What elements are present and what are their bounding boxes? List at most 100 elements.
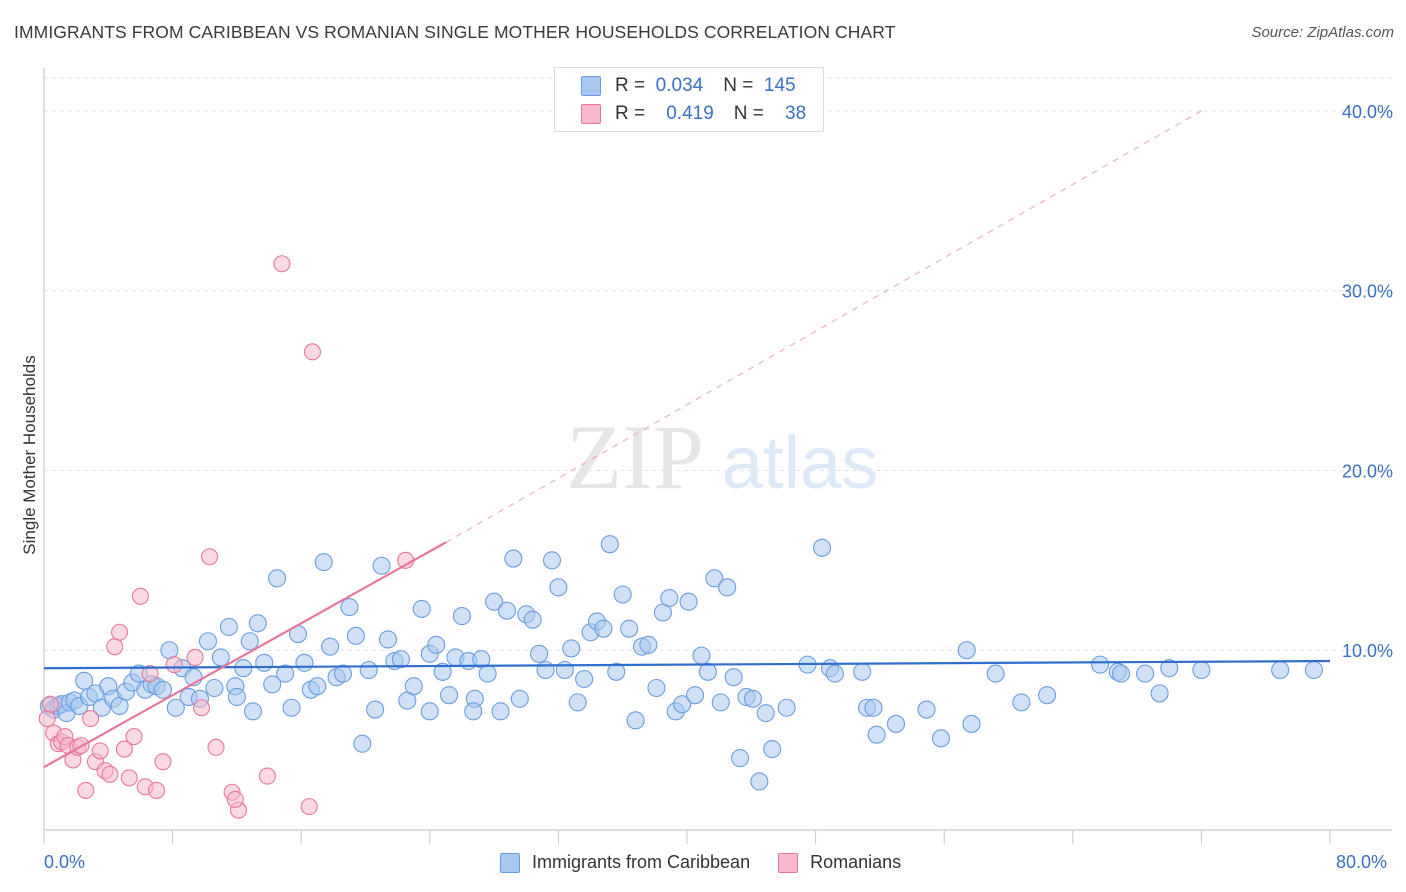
r-value: 0.034: [655, 75, 704, 96]
caribbean-point: [359, 660, 378, 680]
romanian-point: [273, 255, 291, 273]
romanian-point: [300, 798, 318, 816]
caribbean-point: [198, 632, 218, 651]
caribbean-point: [750, 772, 769, 791]
caribbean-point: [718, 578, 737, 597]
caribbean-point: [504, 549, 523, 568]
watermark-zip: ZIP: [566, 406, 704, 508]
caribbean-point: [240, 632, 259, 651]
caribbean-trend-line: [43, 659, 1331, 670]
romanian-point: [186, 648, 204, 666]
legend-item-romanians[interactable]: Romanians: [778, 852, 901, 873]
caribbean-point: [353, 734, 372, 753]
caribbean-point: [555, 660, 574, 680]
n-value: 38: [785, 103, 807, 124]
caribbean-point: [276, 664, 295, 683]
caribbean-point: [812, 538, 832, 557]
romanian-point: [192, 699, 211, 717]
caribbean-point: [404, 677, 423, 696]
caribbean-point: [295, 653, 314, 672]
x-tick-min: 0.0%: [44, 852, 86, 872]
romanian-point: [226, 790, 244, 808]
romanian-trend-extension: [445, 110, 1202, 543]
caribbean-point: [1038, 686, 1057, 705]
romanian-point: [91, 742, 109, 760]
romanian-point: [303, 343, 322, 361]
chart-title: IMMIGRANTS FROM CARIBBEAN VS ROMANIAN SI…: [14, 22, 896, 42]
caribbean-point: [205, 678, 224, 698]
caribbean-point: [219, 617, 238, 636]
x-tick-max: 80.0%: [1336, 852, 1388, 872]
caribbean-swatch: [581, 76, 601, 96]
romanian-point: [111, 623, 129, 641]
romanian-point: [147, 781, 166, 800]
caribbean-point: [263, 675, 282, 694]
caribbean-point: [1012, 693, 1031, 712]
caribbean-point: [607, 662, 626, 681]
caribbean-point: [268, 569, 287, 588]
caribbean-point: [420, 702, 439, 721]
caribbean-point: [756, 704, 775, 723]
caribbean-point: [255, 653, 274, 672]
caribbean-point: [660, 589, 679, 608]
caribbean-point: [613, 585, 632, 604]
caribbean-point: [730, 749, 750, 768]
caribbean-point: [452, 607, 472, 626]
r-label: R =: [615, 75, 646, 96]
caribbean-point: [464, 702, 483, 721]
caribbean-point: [340, 598, 359, 617]
r-label: R =: [615, 103, 646, 124]
caribbean-point: [314, 553, 333, 572]
y-tick-label: 30.0%: [1342, 282, 1393, 302]
caribbean-point: [536, 660, 555, 680]
caribbean-point: [1136, 664, 1155, 683]
caribbean-point: [600, 535, 619, 554]
caribbean-point: [372, 556, 391, 575]
caribbean-point: [549, 578, 568, 597]
caribbean-point: [1192, 660, 1211, 680]
legend-label: Immigrants from Caribbean: [532, 852, 751, 872]
caribbean-point: [491, 702, 510, 721]
caribbean-point: [308, 677, 327, 696]
caribbean-point: [568, 693, 587, 712]
romanians-legend-swatch: [778, 852, 799, 873]
romanian-point: [141, 665, 159, 683]
caribbean-point: [711, 693, 730, 712]
romanian-point: [77, 781, 95, 800]
romanian-point: [82, 709, 100, 728]
legend-item-caribbean[interactable]: Immigrants from Caribbean: [500, 852, 750, 873]
caribbean-point: [962, 714, 981, 733]
r-value: 0.419: [666, 103, 714, 124]
caribbean-point: [685, 686, 705, 705]
series-legend: Immigrants from Caribbean Romanians: [500, 852, 929, 873]
caribbean-point: [427, 635, 446, 654]
watermark-atlas: atlas: [722, 421, 878, 504]
caribbean-point: [166, 698, 185, 717]
caribbean-point: [864, 698, 883, 717]
stats-row-caribbean: R = 0.034 N = 145: [581, 72, 796, 100]
caribbean-point: [1150, 684, 1169, 703]
caribbean-point: [1304, 660, 1323, 680]
chart-source: Source: ZipAtlas.com: [1251, 24, 1394, 41]
caribbean-legend-swatch: [500, 852, 520, 873]
caribbean-point: [867, 725, 886, 744]
stats-row-romanians: R = 0.419 N = 38: [581, 100, 806, 128]
caribbean-point: [248, 614, 267, 633]
romanian-point: [125, 727, 143, 746]
caribbean-point: [679, 592, 698, 611]
caribbean-point: [986, 664, 1005, 683]
caribbean-point: [523, 610, 542, 629]
caribbean-point: [724, 668, 743, 687]
caribbean-point: [639, 635, 658, 654]
caribbean-point: [391, 650, 410, 669]
caribbean-point: [763, 740, 782, 759]
caribbean-point: [282, 698, 301, 717]
caribbean-point: [346, 626, 365, 645]
caribbean-point: [333, 664, 353, 683]
y-tick-label: 10.0%: [1342, 641, 1393, 661]
caribbean-point: [1160, 659, 1179, 678]
caribbean-point: [931, 729, 951, 748]
caribbean-point: [620, 619, 639, 638]
caribbean-point: [510, 689, 529, 708]
